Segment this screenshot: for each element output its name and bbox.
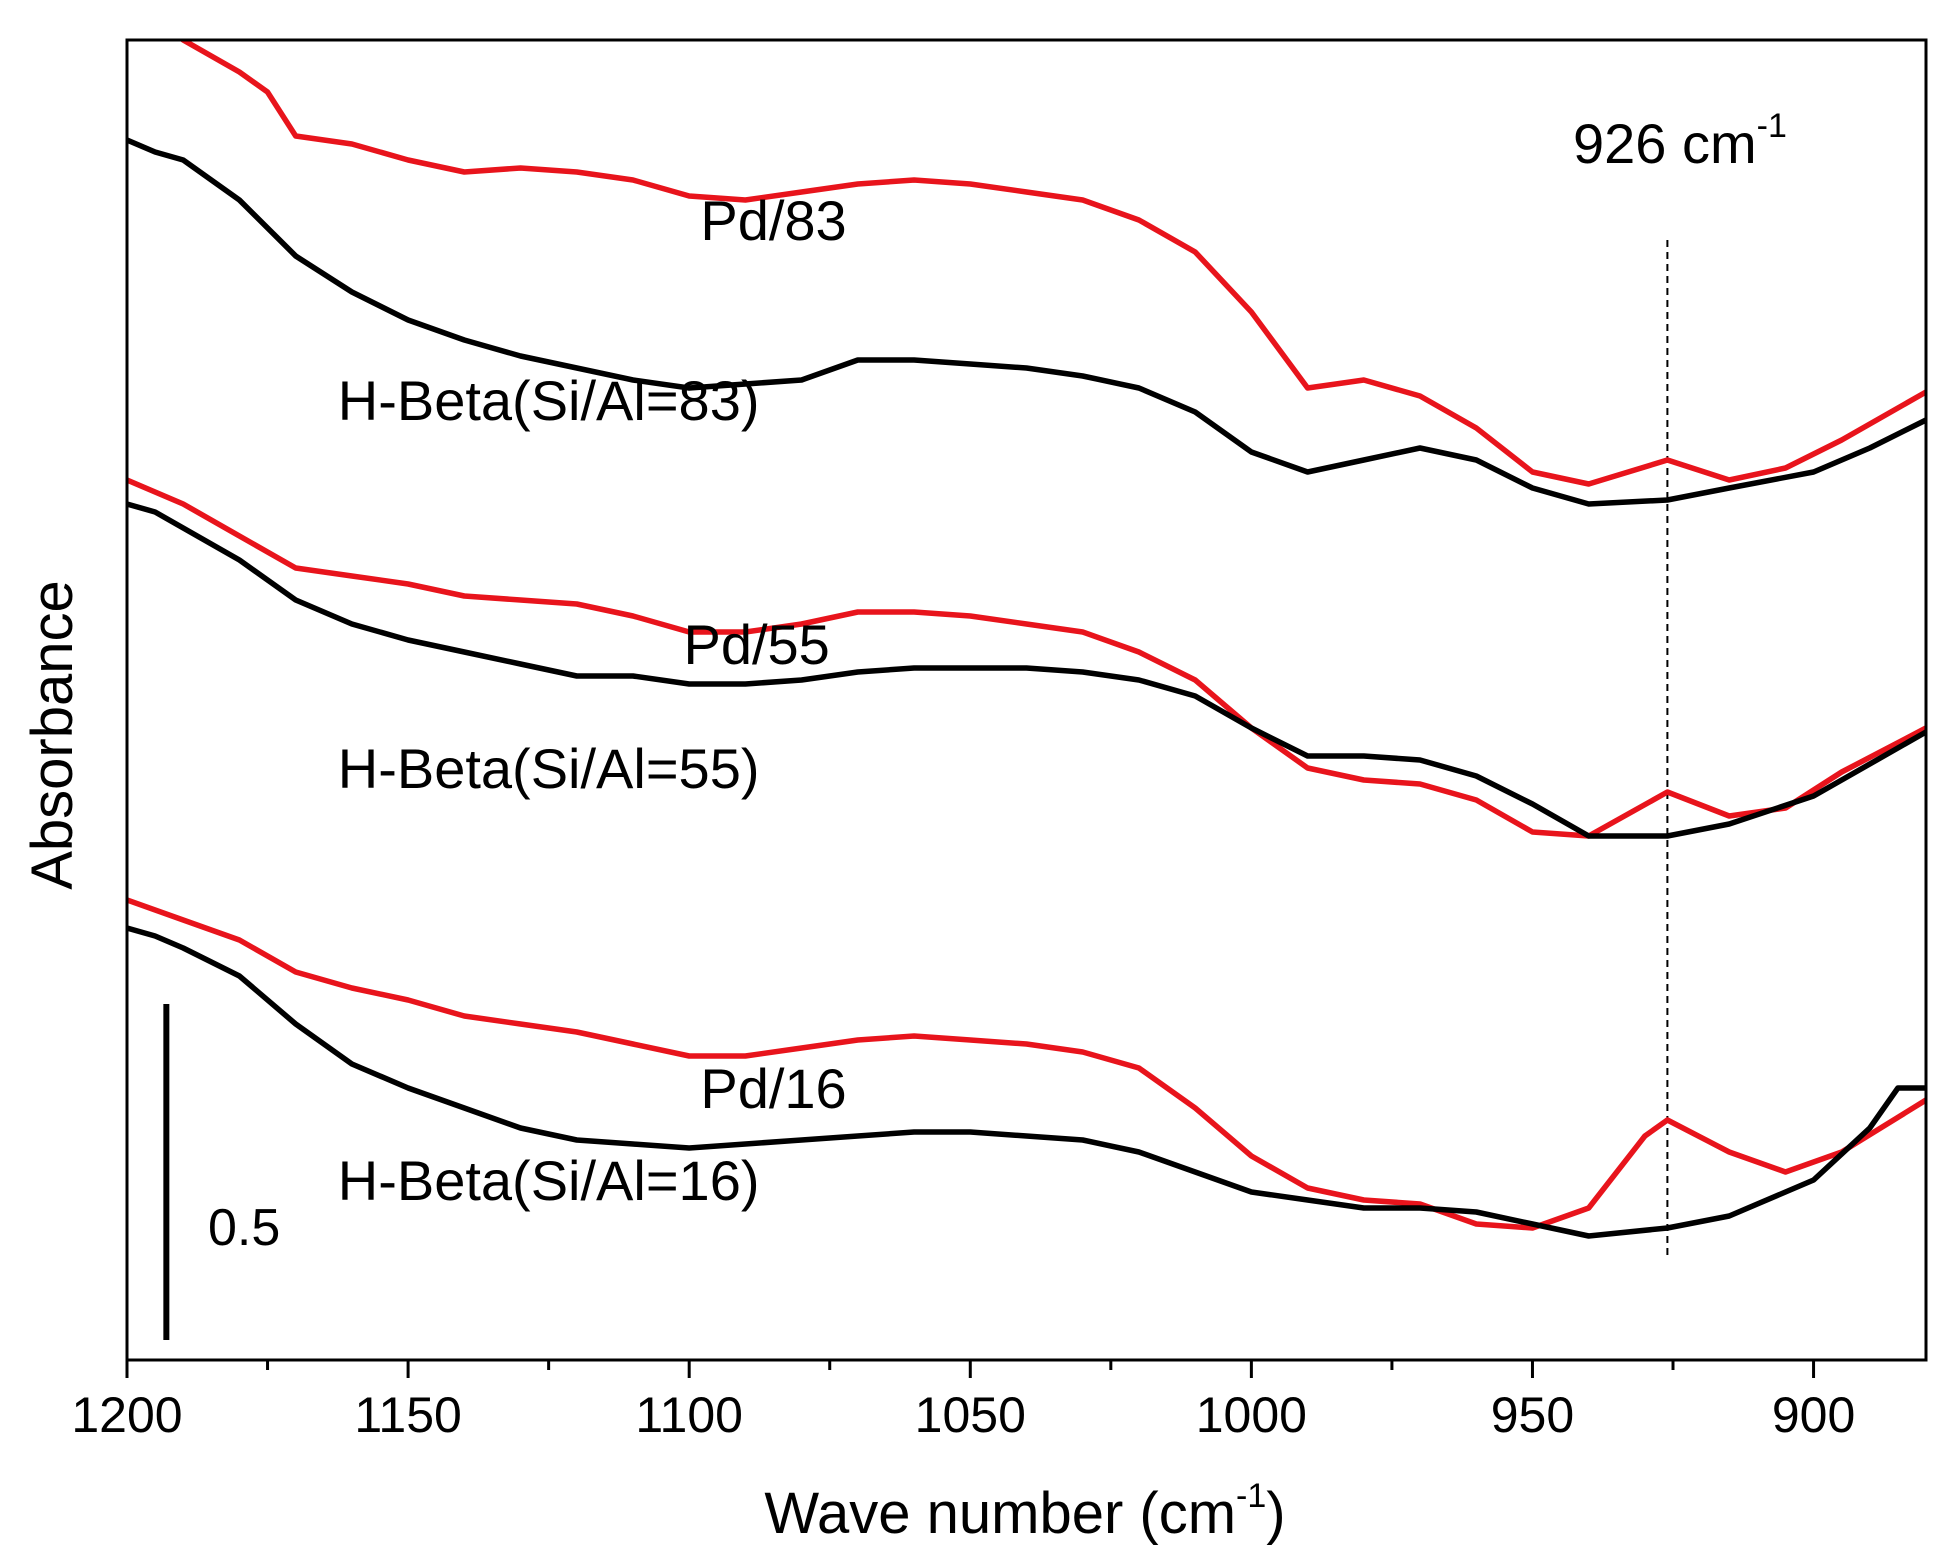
x-axis-title-close: ) <box>1266 1481 1285 1546</box>
series-line-h-beta-si-al-55 <box>127 501 1926 839</box>
x-axis-ticks: 1200 1150 1100 1050 1000 950 900 <box>71 1360 1855 1443</box>
plot-frame <box>125 38 1928 1362</box>
x-axis-title-text: Wave number (cm <box>764 1481 1236 1546</box>
series-line-pd-83 <box>180 40 1926 487</box>
series-label-h-beta-si-al-83: H-Beta(Si/Al=83) <box>338 369 760 432</box>
series-label-pd-55: Pd/55 <box>683 613 829 676</box>
x-tick-label: 1000 <box>1196 1387 1307 1443</box>
x-tick-label: 1200 <box>71 1387 182 1443</box>
x-axis-title: Wave number (cm-1) <box>764 1477 1285 1546</box>
reference-line-label-text: 926 cm <box>1573 112 1757 175</box>
series-label-pd-83: Pd/83 <box>700 189 846 252</box>
x-axis-title-sup: -1 <box>1236 1477 1266 1515</box>
y-axis-title: Absorbance <box>20 580 85 890</box>
series-line-pd-55 <box>127 477 1926 839</box>
reference-line-label-sup: -1 <box>1757 107 1787 145</box>
scale-bar-label: 0.5 <box>208 1199 280 1257</box>
series-line-h-beta-si-al-83 <box>127 137 1926 507</box>
curves <box>127 40 1926 1239</box>
x-tick-label: 1100 <box>635 1387 743 1443</box>
series-line-pd-16 <box>127 897 1926 1231</box>
series-label-pd-16: Pd/16 <box>700 1057 846 1120</box>
series-label-h-beta-si-al-55: H-Beta(Si/Al=55) <box>338 737 760 800</box>
x-tick-label: 1050 <box>915 1387 1026 1443</box>
x-tick-label: 1150 <box>354 1387 462 1443</box>
series-line-h-beta-si-al-16 <box>127 925 1926 1239</box>
x-tick-label: 950 <box>1491 1387 1574 1443</box>
plot-area: Pd/83 H-Beta(Si/Al=83) Pd/55 H-Beta(Si/Al=5… <box>125 38 1928 1362</box>
x-tick-label: 900 <box>1772 1387 1855 1443</box>
series-label-h-beta-si-al-16: H-Beta(Si/Al=16) <box>338 1149 760 1212</box>
reference-line-label: 926 cm-1 <box>1573 107 1787 175</box>
